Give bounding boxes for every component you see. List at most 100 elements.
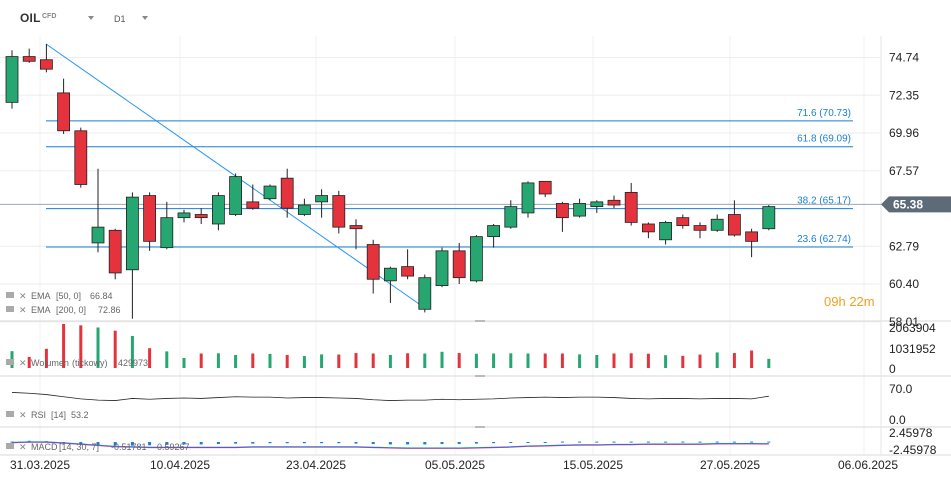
macd-histogram-bar xyxy=(664,441,668,443)
candle-body xyxy=(624,191,638,223)
candle-body xyxy=(22,56,36,62)
candle xyxy=(659,220,672,245)
candle xyxy=(745,228,758,258)
candle xyxy=(487,223,501,248)
legend-settings-icon[interactable] xyxy=(6,306,14,312)
timer-minutes-unit: m xyxy=(863,294,875,309)
macd-panel: 2.45978 -2.45978 xyxy=(10,426,937,457)
candle-body xyxy=(418,277,432,310)
legend-settings-icon[interactable] xyxy=(6,292,14,298)
candle-body xyxy=(280,177,294,209)
macd-histogram-bar xyxy=(767,441,771,443)
price-axis-label: 72.35 xyxy=(889,88,919,102)
macd-histogram-bar xyxy=(199,442,203,445)
volume-bar xyxy=(629,353,633,368)
candle xyxy=(607,195,621,209)
candle xyxy=(521,181,535,218)
candle-body xyxy=(366,244,380,280)
volume-bar xyxy=(595,354,599,368)
legend-text: 0.59267 xyxy=(157,442,190,452)
candle-body xyxy=(74,130,88,185)
volume-panel: 2063904 1031952 0 xyxy=(10,321,936,376)
candle xyxy=(332,190,346,234)
macd-histogram-bar xyxy=(681,441,685,443)
price-axis-label: 58.01 xyxy=(889,315,919,329)
candle-body xyxy=(762,206,776,230)
legend-text: [14, 30, 7] xyxy=(59,442,99,452)
candle xyxy=(710,214,724,232)
macd-histogram-bar xyxy=(165,442,169,445)
legend-remove-icon: ✕ xyxy=(19,292,27,302)
legend-text: [14] xyxy=(51,410,66,420)
macd-histogram-bar xyxy=(148,442,152,446)
volume-bar xyxy=(474,353,478,368)
interval-selector[interactable]: D1 xyxy=(114,14,126,24)
volume-bar xyxy=(698,354,702,368)
macd-histogram-bar xyxy=(595,441,599,443)
panel-resize-handle[interactable] xyxy=(475,426,485,428)
candle-body xyxy=(229,176,243,215)
panel-resize-handle[interactable] xyxy=(475,320,485,322)
candle-body xyxy=(194,214,208,219)
candle-body xyxy=(91,226,105,244)
volume-bar xyxy=(732,353,736,368)
candle xyxy=(728,200,741,237)
volume-bar xyxy=(543,353,547,368)
symbol-selector[interactable]: OIL xyxy=(20,11,41,25)
candle-body xyxy=(710,218,724,231)
price-axis[interactable]: 74.74 72.35 69.96 67.57 62.79 60.40 58.01 xyxy=(889,51,919,329)
rsi-axis-label: 70.0 xyxy=(889,382,913,396)
candle-body xyxy=(332,195,346,228)
legend-settings-icon[interactable] xyxy=(6,443,14,449)
price-axis-label: 74.74 xyxy=(889,51,919,65)
volume-bar xyxy=(750,350,754,368)
macd-histogram-bar xyxy=(457,442,461,445)
date-axis-label: 23.04.2025 xyxy=(286,458,346,472)
legend-text: RSI xyxy=(31,410,46,420)
candle xyxy=(297,198,311,217)
volume-bar xyxy=(715,352,719,368)
legend-settings-icon[interactable] xyxy=(6,359,14,365)
volume-bar xyxy=(285,354,289,368)
legend-text: EMA xyxy=(31,305,51,315)
candle xyxy=(108,228,122,280)
trend-line[interactable] xyxy=(45,43,423,307)
volume-axis-label: 0 xyxy=(889,362,896,376)
volume-bar xyxy=(96,327,100,368)
volume-bar xyxy=(234,354,238,368)
macd-line xyxy=(11,442,769,449)
candle xyxy=(194,208,208,224)
volume-bar xyxy=(578,354,582,368)
interval-dropdown-chevron-icon[interactable] xyxy=(142,16,148,20)
fibonacci-levels[interactable]: 71.6 (70.73) 61.8 (69.09) 38.2 (65.17) 23.6… xyxy=(0,108,881,248)
candle-body xyxy=(573,203,586,217)
volume-bar xyxy=(251,353,255,368)
volume-axis-label: 2063904 xyxy=(889,321,936,335)
legend-text: Wolumen xyxy=(31,358,69,368)
panel-resize-handle[interactable] xyxy=(475,375,485,377)
candle-body xyxy=(126,196,139,271)
instrument-type-label: CFD xyxy=(42,13,57,20)
price-axis-label: 67.57 xyxy=(889,164,919,178)
volume-bar xyxy=(646,353,650,368)
candle-body xyxy=(5,56,19,103)
candle xyxy=(349,219,363,250)
timer-hours: 09 xyxy=(824,294,839,309)
legend-settings-icon[interactable] xyxy=(6,411,14,417)
candle-body xyxy=(435,250,449,286)
macd-histogram-bar xyxy=(302,442,306,444)
macd-histogram-bar xyxy=(698,441,702,443)
volume-bar xyxy=(526,353,530,368)
timer-hours-unit: h xyxy=(838,294,846,309)
legend-text: [50, 0] xyxy=(56,291,81,301)
macd-histogram-bar xyxy=(113,442,117,446)
volume-bar xyxy=(664,355,668,368)
macd-axis-label: -2.45978 xyxy=(889,443,937,457)
macd-signal-line xyxy=(11,441,769,449)
macd-histogram-bar xyxy=(320,442,324,444)
volume-bar xyxy=(388,354,392,368)
volume-bar xyxy=(182,357,186,368)
symbol-dropdown-chevron-icon[interactable] xyxy=(88,16,94,20)
candle xyxy=(280,168,294,218)
